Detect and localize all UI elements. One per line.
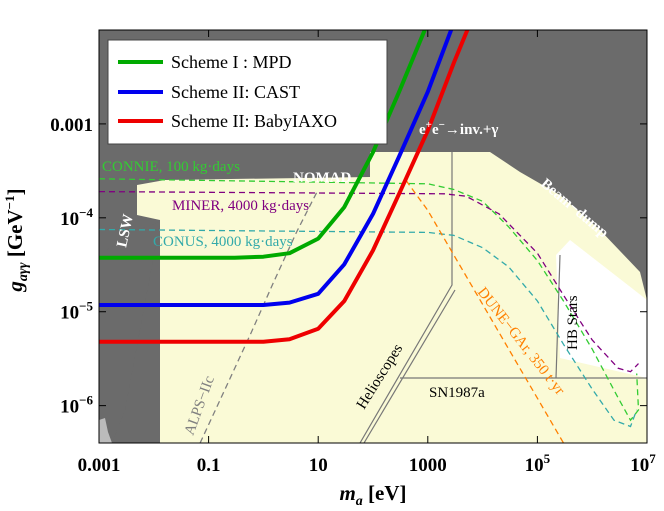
x-tick-label-3: 1000 — [409, 455, 447, 476]
lsw-detail — [99, 418, 112, 443]
series-curves — [99, 30, 470, 344]
reference-line-conus-4000-kg-days — [99, 228, 638, 428]
legend: Scheme I : MPD Scheme II: CAST Scheme II… — [107, 39, 388, 145]
x-axis: 0.001 0.1 10 1000 105 107 — [78, 30, 656, 476]
plot-area: CONNIE, 100 kg·days NOMAD MINER, 4000 kg… — [99, 30, 647, 443]
reference-curves — [99, 178, 640, 443]
annotation-lsw: LSW — [114, 213, 137, 249]
annotation-nomad: NOMAD — [293, 170, 351, 186]
x-tick-label-2: 10 — [309, 455, 328, 476]
x-tick-label-5: 107 — [630, 451, 656, 476]
helioscope-line-2 — [363, 289, 456, 443]
reference-line-dune-gar-350-t-yr — [405, 180, 565, 443]
y-axis: 0.001 10−4 10−5 10−6 — [50, 115, 647, 418]
annotation-miner: MINER, 4000 kg·days — [172, 198, 309, 214]
legend-label-mpd: Scheme I : MPD — [171, 52, 292, 72]
annotation-ee-process: e+e−→inv.+γ — [419, 119, 498, 138]
lsw-region — [99, 222, 160, 443]
series-line-scheme-ii-babyiaxo — [99, 30, 470, 344]
x-tick-label-0: 0.001 — [78, 455, 121, 476]
annotation-connie: CONNIE, 100 kg·days — [102, 159, 240, 175]
plot-frame — [98, 29, 648, 444]
legend-label-cast: Scheme II: CAST — [171, 82, 300, 102]
legend-label-babyiaxo: Scheme II: BabyIAXO — [171, 111, 337, 131]
x-tick-label-4: 105 — [525, 451, 551, 476]
y-tick-label-1: 10−4 — [60, 205, 93, 230]
helioscope-line — [359, 152, 453, 443]
y-tick-label-2: 10−5 — [60, 299, 93, 324]
hb-stars-line — [555, 254, 561, 379]
x-axis-title: ma [eV] — [339, 481, 406, 509]
reference-line-connie-100-kg-days — [99, 178, 640, 422]
x-tick-label-1: 0.1 — [197, 455, 221, 476]
annotation-sn1987a: SN1987a — [429, 385, 485, 401]
y-tick-label-3: 10−6 — [60, 393, 93, 418]
hb-stars-white-region — [556, 240, 647, 378]
annotation-conus: CONUS, 4000 kg·days — [153, 234, 293, 250]
allowed-region — [137, 152, 647, 443]
series-line-scheme-i-mpd — [99, 30, 427, 260]
annotation-hb-stars: HB Stars — [565, 295, 581, 350]
boundary-lines — [359, 152, 647, 443]
series-line-scheme-ii-cast — [99, 30, 454, 307]
reference-line-miner-4000-kg-days — [99, 190, 639, 373]
y-axis-title: gaγγ [GeV−1] — [2, 188, 31, 292]
y-tick-label-0: 0.001 — [50, 115, 93, 136]
